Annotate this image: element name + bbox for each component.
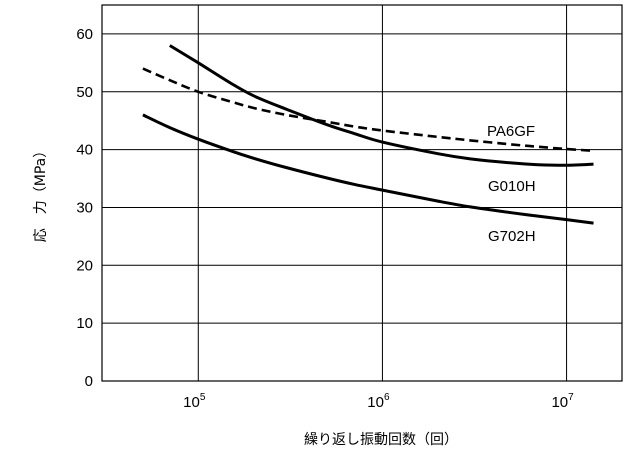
series-line-pa6gf	[142, 67, 594, 153]
grid-lines	[102, 5, 622, 382]
x-tick-label: 106	[367, 392, 390, 411]
y-tick-label: 20	[76, 257, 93, 274]
y-tick-label: 60	[76, 26, 93, 43]
series-label-g702h: G702H	[488, 228, 536, 245]
y-tick-labels: 0 10 20 30 40 50 60	[76, 26, 93, 390]
y-tick-label: 30	[76, 199, 93, 216]
x-tick-label: 107	[551, 392, 574, 411]
x-tick-labels: 105 106 107	[183, 392, 574, 411]
y-tick-label: 10	[76, 315, 93, 332]
x-axis-title: 繰り返し振動回数（回）	[304, 432, 458, 448]
plot-frame	[101, 4, 623, 382]
y-tick-label: 40	[76, 142, 93, 159]
y-axis-title: 応 力（MPa）	[33, 144, 49, 242]
series-line-g010h	[169, 44, 594, 167]
series-lines	[142, 44, 594, 225]
series-line-g702h	[142, 113, 594, 225]
series-label-pa6gf: PA6GF	[487, 123, 535, 140]
y-tick-label: 0	[85, 373, 93, 390]
series-label-g010h: G010H	[488, 178, 536, 195]
y-tick-label: 50	[76, 84, 93, 101]
x-tick-label: 105	[183, 392, 206, 411]
